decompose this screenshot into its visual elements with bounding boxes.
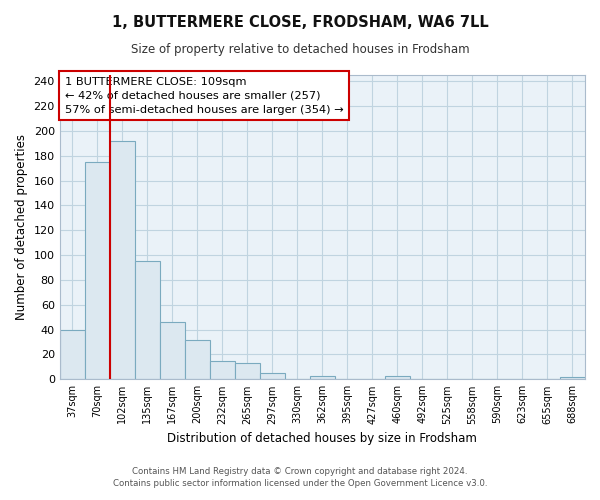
Bar	[560, 377, 585, 380]
Bar	[210, 360, 235, 380]
Text: 1 BUTTERMERE CLOSE: 109sqm
← 42% of detached houses are smaller (257)
57% of sem: 1 BUTTERMERE CLOSE: 109sqm ← 42% of deta…	[65, 76, 344, 114]
Bar	[59, 330, 85, 380]
X-axis label: Distribution of detached houses by size in Frodsham: Distribution of detached houses by size …	[167, 432, 477, 445]
Bar	[310, 376, 335, 380]
Y-axis label: Number of detached properties: Number of detached properties	[15, 134, 28, 320]
Bar	[185, 340, 210, 380]
Text: Size of property relative to detached houses in Frodsham: Size of property relative to detached ho…	[131, 42, 469, 56]
Text: Contains HM Land Registry data © Crown copyright and database right 2024.
Contai: Contains HM Land Registry data © Crown c…	[113, 466, 487, 487]
Bar	[260, 373, 285, 380]
Bar	[135, 262, 160, 380]
Text: 1, BUTTERMERE CLOSE, FRODSHAM, WA6 7LL: 1, BUTTERMERE CLOSE, FRODSHAM, WA6 7LL	[112, 15, 488, 30]
Bar	[110, 141, 135, 380]
Bar	[160, 322, 185, 380]
Bar	[235, 363, 260, 380]
Bar	[385, 376, 410, 380]
Bar	[85, 162, 110, 380]
